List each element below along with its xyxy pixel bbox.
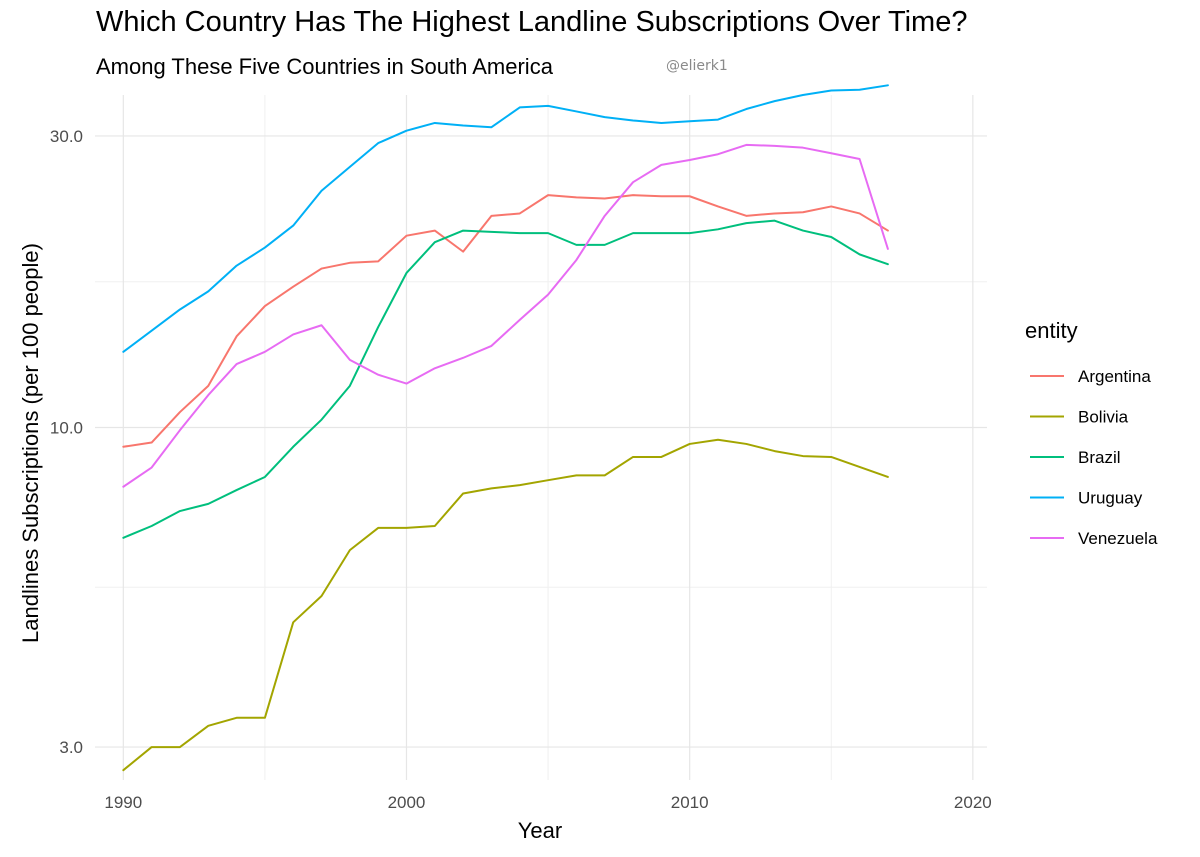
y-tick-label: 10.0 (50, 419, 83, 438)
series-line-venezuela (122, 143, 889, 488)
legend-label-uruguay: Uruguay (1078, 489, 1143, 508)
grid-lines (95, 95, 987, 780)
series-line-brazil (122, 219, 889, 539)
series-line-bolivia (122, 438, 889, 772)
y-tick-label: 3.0 (59, 738, 83, 757)
chart-title: Which Country Has The Highest Landline S… (96, 6, 968, 38)
x-axis-title: Year (518, 818, 562, 843)
series-line-argentina (122, 194, 889, 448)
y-axis-title: Landlines Subscriptions (per 100 people) (18, 243, 43, 643)
legend-label-brazil: Brazil (1078, 448, 1121, 467)
legend-label-venezuela: Venezuela (1078, 529, 1158, 548)
x-tick-label: 1990 (104, 793, 142, 812)
author-credit: @elierk1 (666, 58, 728, 74)
axes: 1990 2000 2010 2020 3.0 10.0 30.0 (50, 127, 992, 812)
legend-label-argentina: Argentina (1078, 367, 1151, 386)
y-tick-label: 30.0 (50, 127, 83, 146)
x-tick-label: 2020 (954, 793, 992, 812)
series-lines (122, 84, 889, 772)
legend-title: entity (1025, 318, 1078, 343)
x-tick-label: 2010 (671, 793, 709, 812)
legend: entity Argentina Bolivia Brazil Uruguay Vene… (1025, 318, 1158, 548)
legend-label-bolivia: Bolivia (1078, 408, 1129, 427)
series-line-uruguay (122, 84, 889, 353)
x-tick-label: 2000 (388, 793, 426, 812)
chart-subtitle: Among These Five Countries in South Amer… (96, 54, 553, 79)
